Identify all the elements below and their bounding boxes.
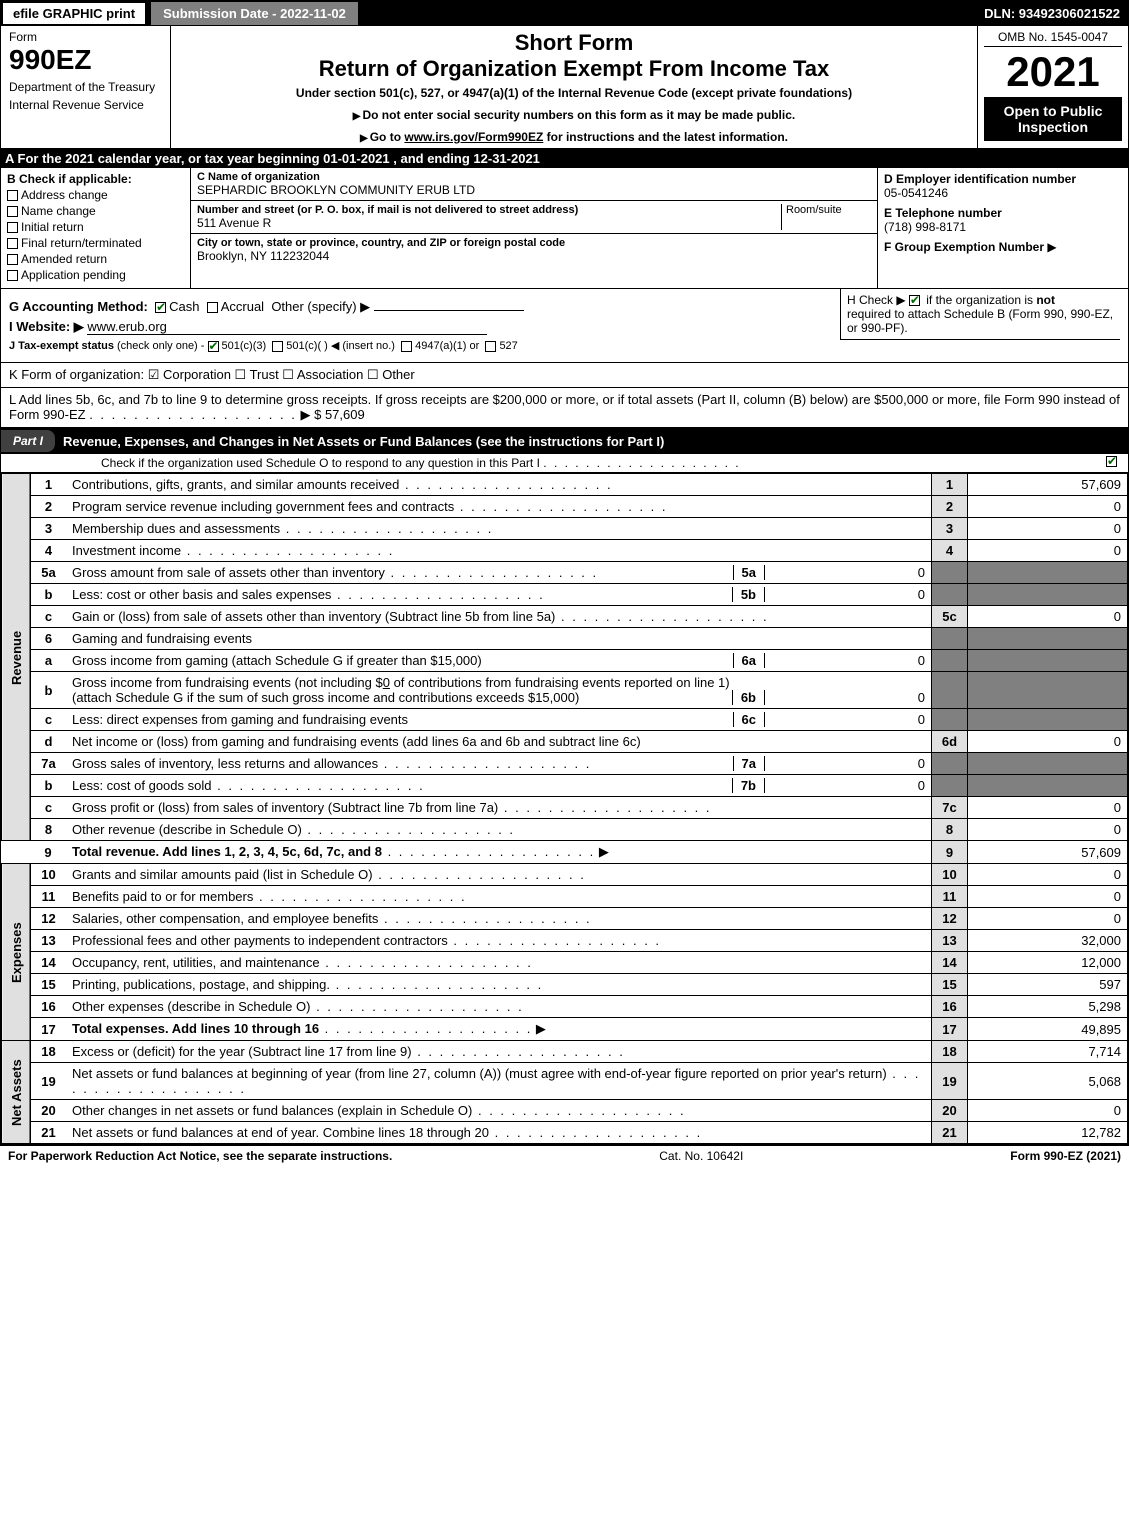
section-g-j: H Check ▶ if the organization is notrequ… <box>1 289 1128 363</box>
section-b-d: B Check if applicable: Address change Na… <box>1 168 1128 289</box>
checkbox-schedule-o[interactable] <box>1106 456 1117 467</box>
checkbox-h[interactable] <box>909 295 920 306</box>
checkbox-name-change[interactable]: Name change <box>7 204 184 218</box>
line-17-amount: 49,895 <box>968 1018 1128 1041</box>
form-label: Form <box>9 30 162 44</box>
line-18-amount: 7,714 <box>968 1041 1128 1063</box>
part-1-tab: Part I <box>1 430 55 452</box>
ein-label: D Employer identification number <box>884 172 1122 186</box>
line-8-amount: 0 <box>968 819 1128 841</box>
dln-label: DLN: 93492306021522 <box>984 6 1128 21</box>
title-return: Return of Organization Exempt From Incom… <box>179 56 969 82</box>
checkbox-final-return[interactable]: Final return/terminated <box>7 236 184 250</box>
org-name-label: C Name of organization <box>197 171 871 183</box>
line-5b-amount: 0 <box>765 587 925 602</box>
city-value: Brooklyn, NY 112232044 <box>197 249 871 263</box>
line-12-amount: 0 <box>968 908 1128 930</box>
revenue-vlabel: Revenue <box>2 474 31 841</box>
section-b-label: B Check if applicable: <box>7 172 184 186</box>
line-6a-amount: 0 <box>765 653 925 668</box>
checkbox-amended-return[interactable]: Amended return <box>7 252 184 266</box>
part-1-header: Part I Revenue, Expenses, and Changes in… <box>1 428 1128 454</box>
inspection-badge: Open to Public Inspection <box>984 97 1122 141</box>
checkbox-cash[interactable] <box>155 302 166 313</box>
line-5c-amount: 0 <box>968 606 1128 628</box>
form-number: 990EZ <box>9 44 162 76</box>
line-3-amount: 0 <box>968 518 1128 540</box>
accounting-label: G Accounting Method: <box>9 299 148 314</box>
expenses-vlabel: Expenses <box>2 864 31 1041</box>
footer-left: For Paperwork Reduction Act Notice, see … <box>8 1149 392 1163</box>
gross-receipts-amount: 57,609 <box>325 407 365 422</box>
arrow-icon: ▶ <box>1047 240 1056 254</box>
line-16-amount: 5,298 <box>968 996 1128 1018</box>
addr-label: Number and street (or P. O. box, if mail… <box>197 204 781 216</box>
ssn-warning: Do not enter social security numbers on … <box>179 108 969 122</box>
part-1-title: Revenue, Expenses, and Changes in Net As… <box>63 434 664 449</box>
section-k: K Form of organization: ☑ Corporation ☐ … <box>1 363 1128 388</box>
line-1-amount: 57,609 <box>968 474 1128 496</box>
group-exemption-label: F Group Exemption Number <box>884 240 1044 254</box>
line-2-amount: 0 <box>968 496 1128 518</box>
city-label: City or town, state or province, country… <box>197 237 871 249</box>
checkbox-527[interactable] <box>485 341 496 352</box>
top-bar: efile GRAPHIC print Submission Date - 20… <box>1 1 1128 26</box>
addr-value: 511 Avenue R <box>197 216 781 230</box>
go-to-link: Go to www.irs.gov/Form990EZ for instruct… <box>179 130 969 144</box>
line-14-amount: 12,000 <box>968 952 1128 974</box>
part-1-table: Revenue 1Contributions, gifts, grants, a… <box>1 473 1128 1144</box>
dept-treasury: Department of the Treasury <box>9 80 162 94</box>
footer-form-ref: Form 990-EZ (2021) <box>1010 1149 1121 1163</box>
line-6c-amount: 0 <box>765 712 925 727</box>
tax-year: 2021 <box>984 51 1122 93</box>
checkbox-initial-return[interactable]: Initial return <box>7 220 184 234</box>
line-7c-amount: 0 <box>968 797 1128 819</box>
line-19-amount: 5,068 <box>968 1063 1128 1100</box>
submission-date-button[interactable]: Submission Date - 2022-11-02 <box>151 2 358 25</box>
section-h: H Check ▶ if the organization is notrequ… <box>840 289 1120 340</box>
ein-value: 05-0541246 <box>884 186 1122 200</box>
line-15-amount: 597 <box>968 974 1128 996</box>
part-1-sub: Check if the organization used Schedule … <box>1 454 1128 473</box>
checkbox-501c3[interactable] <box>208 341 219 352</box>
section-l: L Add lines 5b, 6c, and 7b to line 9 to … <box>1 388 1128 428</box>
page-footer: For Paperwork Reduction Act Notice, see … <box>0 1145 1129 1166</box>
form-header: Form 990EZ Department of the Treasury In… <box>1 26 1128 149</box>
line-20-amount: 0 <box>968 1100 1128 1122</box>
line-7a-amount: 0 <box>765 756 925 771</box>
checkbox-501c[interactable] <box>272 341 283 352</box>
website-value[interactable]: www.erub.org <box>87 319 487 335</box>
header-subtitle: Under section 501(c), 527, or 4947(a)(1)… <box>179 86 969 100</box>
line-5a-amount: 0 <box>765 565 925 580</box>
checkbox-application-pending[interactable]: Application pending <box>7 268 184 282</box>
line-13-amount: 32,000 <box>968 930 1128 952</box>
checkbox-accrual[interactable] <box>207 302 218 313</box>
omb-number: OMB No. 1545-0047 <box>984 30 1122 47</box>
tel-value: (718) 998-8171 <box>884 220 1122 234</box>
org-name: SEPHARDIC BROOKLYN COMMUNITY ERUB LTD <box>197 183 871 197</box>
title-short-form: Short Form <box>179 30 969 56</box>
irs-link[interactable]: www.irs.gov/Form990EZ <box>404 130 543 144</box>
line-10-amount: 0 <box>968 864 1128 886</box>
room-suite: Room/suite <box>781 204 871 230</box>
line-11-amount: 0 <box>968 886 1128 908</box>
checkbox-4947[interactable] <box>401 341 412 352</box>
line-7b-amount: 0 <box>765 778 925 793</box>
line-9-amount: 57,609 <box>968 841 1128 864</box>
efile-print-button[interactable]: efile GRAPHIC print <box>1 1 147 26</box>
irs-label: Internal Revenue Service <box>9 98 162 112</box>
line-4-amount: 0 <box>968 540 1128 562</box>
checkbox-address-change[interactable]: Address change <box>7 188 184 202</box>
line-6b-amount: 0 <box>765 690 925 705</box>
line-21-amount: 12,782 <box>968 1122 1128 1144</box>
row-a-calendar-year: A For the 2021 calendar year, or tax yea… <box>1 149 1128 168</box>
tel-label: E Telephone number <box>884 206 1122 220</box>
netassets-vlabel: Net Assets <box>2 1041 31 1144</box>
footer-cat-no: Cat. No. 10642I <box>392 1149 1010 1163</box>
website-label: I Website: ▶ <box>9 319 84 334</box>
tax-status-label: J Tax-exempt status <box>9 340 114 352</box>
line-6d-amount: 0 <box>968 731 1128 753</box>
